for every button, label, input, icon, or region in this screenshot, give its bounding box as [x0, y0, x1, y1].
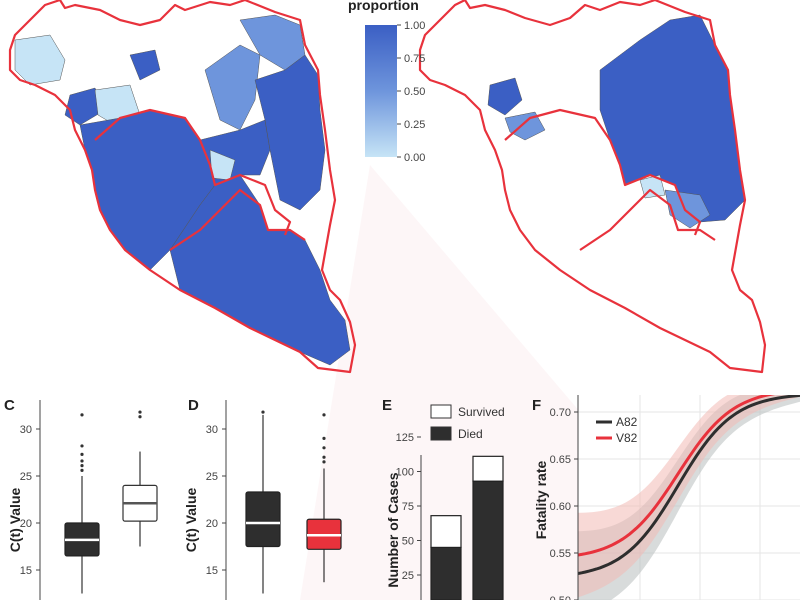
panel-c-outlier: [138, 415, 142, 419]
panel-f-tick-label: 0.70: [550, 407, 571, 419]
panel-f-letter: F: [532, 397, 541, 414]
panel-c-outlier: [80, 444, 84, 448]
panel-d-outlier: [322, 460, 326, 464]
map-right-district: [487, 77, 523, 116]
map-left-district: [254, 54, 326, 211]
panel-d-boxes: [245, 410, 342, 594]
legend-tick-label: 0.75: [404, 53, 425, 65]
panel-e-bar-died: [472, 480, 504, 600]
panel-f-tick-label: 0.60: [550, 501, 571, 513]
panel-c-outlier: [80, 413, 84, 417]
map-left-district: [64, 87, 106, 126]
legend-died-label: Died: [458, 427, 483, 441]
legend-survived-label: Survived: [458, 405, 505, 419]
proportion-legend: proportion 1.00 0.75 0.50 0.25 0.00: [348, 0, 425, 164]
panel-d-outlier: [261, 410, 265, 414]
panel-f-legend: A82 V82: [596, 415, 638, 445]
map-left-district: [14, 34, 66, 86]
panel-e-bar-died: [430, 546, 462, 600]
panel-e-tick-label: 100: [396, 467, 414, 479]
panel-d-ticks: 15 20 25 30: [206, 424, 226, 577]
panel-c-outlier: [138, 410, 142, 414]
panel-e-tick-label: 75: [402, 501, 414, 513]
panel-d-outlier: [322, 436, 326, 440]
legend-ticks: 1.00 0.75 0.50 0.25 0.00: [397, 20, 425, 164]
map-left-district: [129, 49, 161, 81]
panel-c-letter: C: [4, 397, 15, 414]
panel-c-boxes: [64, 410, 158, 594]
panel-f-tick-label: 0.65: [550, 454, 571, 466]
panel-c-outlier: [80, 452, 84, 456]
panel-d-outlier: [322, 413, 326, 417]
map-right-district: [504, 111, 546, 141]
panel-e-bar-survived: [472, 455, 504, 482]
panel-d-tick-label: 30: [206, 424, 218, 436]
map-right-inner-border-a: [504, 108, 702, 236]
panel-e-tick-label: 50: [402, 536, 414, 548]
panel-e-letter: E: [382, 397, 392, 414]
legend-survived-swatch: [430, 404, 452, 419]
legend-tick-label: 0.00: [404, 152, 425, 164]
panel-c-outlier: [80, 468, 84, 472]
panel-f-ticks: 0.50 0.55 0.60 0.65 0.70: [550, 407, 578, 600]
panel-f-line-v82: [578, 395, 776, 557]
panel-e-legend: Survived Died: [430, 404, 505, 441]
panel-c-tick-label: 30: [20, 424, 32, 436]
panel-e-ticks: 25 50 75 100 125: [396, 432, 421, 582]
panel-e-bars: [430, 455, 504, 600]
panel-d-tick-label: 25: [206, 471, 218, 483]
map-right-inner-border-b: [579, 188, 716, 251]
legend-title: proportion: [348, 0, 419, 13]
panel-c-tick-label: 20: [20, 518, 32, 530]
map-left: [8, 0, 357, 374]
legend-tick-label: 1.00: [404, 20, 425, 32]
legend-a82-label: A82: [616, 415, 638, 429]
panel-c-outlier: [80, 459, 84, 463]
legend-died-swatch: [430, 426, 452, 441]
panel-c-ylabel: C(t) Value: [7, 488, 23, 553]
panel-d-tick-label: 20: [206, 518, 218, 530]
panel-d-outlier: [322, 446, 326, 450]
panel-f-tick-label: 0.50: [550, 595, 571, 600]
panel-d-letter: D: [188, 397, 199, 414]
panel-c-tick-label: 15: [20, 565, 32, 577]
panel-e-bar-survived: [430, 515, 462, 548]
panel-c-outlier: [80, 464, 84, 468]
map-right-border: [418, 0, 767, 374]
panel-c-tick-label: 25: [20, 471, 32, 483]
panel-e-tick-label: 25: [402, 570, 414, 582]
panel-d-ylabel: C(t) Value: [183, 488, 199, 553]
legend-v82-label: V82: [616, 431, 638, 445]
map-left-inner-border-b: [169, 188, 306, 251]
panel-f-curves: [578, 395, 800, 600]
panel-d-box: [245, 491, 281, 548]
panel-f-tick-label: 0.55: [550, 548, 571, 560]
panel-e: E Number of Cases Survived Died 25 50 75 10…: [382, 397, 505, 600]
legend-tick-label: 0.25: [404, 119, 425, 131]
panel-e-ylabel: Number of Cases: [385, 472, 401, 587]
map-left-districts: [14, 14, 351, 366]
panel-e-tick-label: 125: [396, 432, 414, 444]
panel-f-ylabel: Fatality rate: [533, 460, 549, 539]
panel-c-ticks: 15 20 25 30: [20, 424, 40, 577]
panel-f: F Fatality rate 0.50 0.55 0.60 0.65 0.70 A82…: [532, 395, 800, 600]
map-left-inner-border-a: [94, 108, 292, 236]
panel-d: D C(t) Value 15 20 25 30: [183, 397, 342, 600]
panel-d-outlier: [322, 455, 326, 459]
map-left-district: [204, 44, 261, 131]
panel-f-line-a82: [578, 395, 800, 575]
map-right: [418, 0, 767, 374]
panel-d-tick-label: 15: [206, 565, 218, 577]
legend-tick-label: 0.50: [404, 86, 425, 98]
panel-c: C C(t) Value 15 20 25 30: [4, 397, 158, 600]
legend-gradient-bar: [365, 25, 397, 157]
map-left-border: [8, 0, 357, 374]
